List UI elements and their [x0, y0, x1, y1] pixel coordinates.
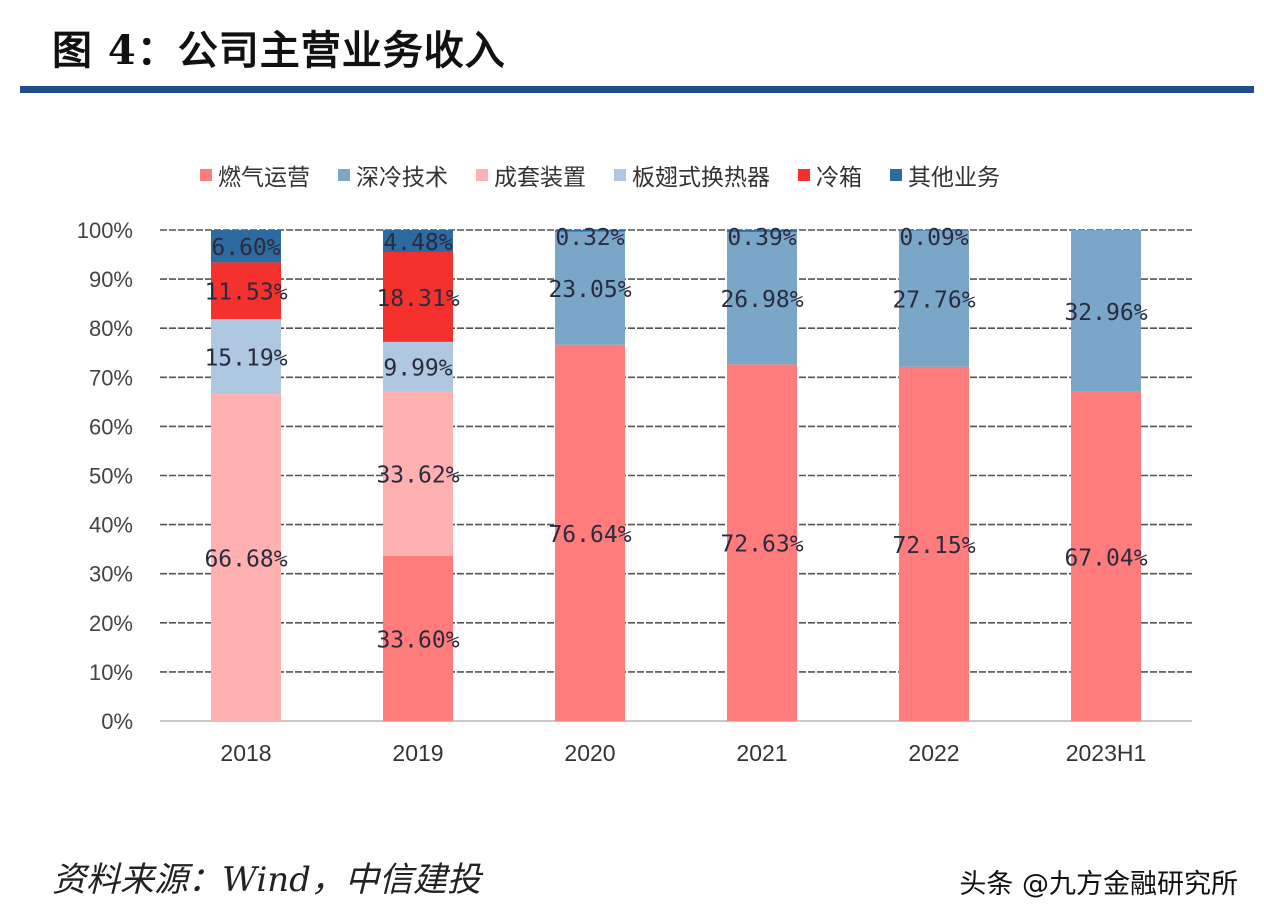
x-tick-label: 2022 — [908, 740, 959, 766]
legend-label: 冷箱 — [816, 165, 862, 191]
bar-segment — [555, 229, 625, 232]
chart-title: 图 4：公司主营业务收入 — [52, 27, 506, 74]
y-tick-label: 80% — [89, 316, 133, 341]
data-label: 76.64% — [548, 522, 631, 548]
x-tick-label: 2023H1 — [1066, 740, 1147, 766]
legend-label: 深冷技术 — [356, 165, 448, 191]
legend-swatch — [200, 169, 212, 181]
bar-segment — [211, 262, 281, 320]
data-label: 4.48% — [383, 230, 452, 256]
bar-segment — [1071, 230, 1141, 392]
legend-item: 深冷技术 — [338, 158, 448, 192]
data-label: 0.32% — [555, 225, 624, 251]
x-tick-label: 2019 — [392, 740, 443, 766]
bar-segment — [899, 366, 969, 721]
legend-swatch — [476, 169, 488, 181]
y-tick-label: 0% — [101, 709, 133, 734]
data-label: 6.60% — [211, 235, 280, 261]
data-label: 26.98% — [720, 287, 803, 313]
y-tick-label: 100% — [77, 218, 133, 243]
x-tick-label: 2018 — [220, 740, 271, 766]
x-tick-label: 2021 — [736, 740, 787, 766]
data-label: 18.31% — [376, 286, 459, 312]
bar-segment — [727, 230, 797, 232]
data-label: 0.09% — [899, 225, 968, 251]
watermark: 头条 @九方金融研究所 — [959, 869, 1238, 900]
legend-item: 其他业务 — [890, 158, 1000, 192]
bar-segment — [211, 230, 281, 263]
y-tick-label: 60% — [89, 414, 133, 439]
x-tick-label: 2020 — [564, 740, 615, 766]
data-label: 72.15% — [892, 533, 975, 559]
bar-segment — [727, 364, 797, 721]
data-label: 15.19% — [204, 345, 287, 371]
data-label: 27.76% — [892, 288, 975, 314]
data-label: 66.68% — [204, 546, 287, 572]
source-note: 资料来源：Wind，中信建投 — [52, 860, 481, 900]
y-tick-label: 50% — [89, 464, 133, 489]
legend-item: 成套装置 — [476, 158, 586, 192]
bar-segment — [555, 344, 625, 721]
bar-segment — [383, 556, 453, 721]
y-tick-label: 30% — [89, 562, 133, 587]
data-label: 67.04% — [1064, 545, 1147, 571]
bar-segment — [383, 230, 453, 252]
data-label: 9.99% — [383, 355, 452, 381]
y-tick-label: 90% — [89, 267, 133, 292]
legend-label: 燃气运营 — [218, 165, 310, 191]
data-label: 11.53% — [204, 280, 287, 306]
legend-label: 板翅式换热器 — [632, 165, 770, 191]
bar-segment — [1071, 391, 1141, 721]
bar-segment — [727, 231, 797, 365]
legend-label: 成套装置 — [494, 165, 586, 191]
bar-segment — [899, 230, 969, 367]
legend-swatch — [798, 169, 810, 181]
legend-item: 板翅式换热器 — [614, 158, 770, 192]
y-tick-label: 10% — [89, 660, 133, 685]
chart-legend: 燃气运营 深冷技术 成套装置 板翅式换热器 冷箱 其他业务 — [200, 158, 1000, 192]
y-tick-label: 20% — [89, 611, 133, 636]
data-label: 32.96% — [1064, 300, 1147, 326]
y-tick-label: 40% — [89, 513, 133, 538]
data-label: 0.39% — [727, 225, 796, 251]
data-label: 72.63% — [720, 532, 803, 558]
data-label: 33.60% — [376, 628, 459, 654]
bar-segment — [383, 390, 453, 557]
data-label: 33.62% — [376, 462, 459, 488]
bar-segment — [211, 393, 281, 721]
data-label: 23.05% — [548, 277, 631, 303]
legend-swatch — [338, 169, 350, 181]
bar-segment — [555, 231, 625, 345]
bar-segment — [383, 341, 453, 391]
bar-segment — [211, 319, 281, 394]
legend-item: 冷箱 — [798, 158, 862, 192]
legend-item: 燃气运营 — [200, 158, 310, 192]
legend-swatch — [890, 169, 902, 181]
y-tick-label: 70% — [89, 365, 133, 390]
bar-segment — [383, 251, 453, 342]
legend-swatch — [614, 169, 626, 181]
title-divider — [20, 86, 1254, 93]
legend-label: 其他业务 — [908, 165, 1000, 191]
